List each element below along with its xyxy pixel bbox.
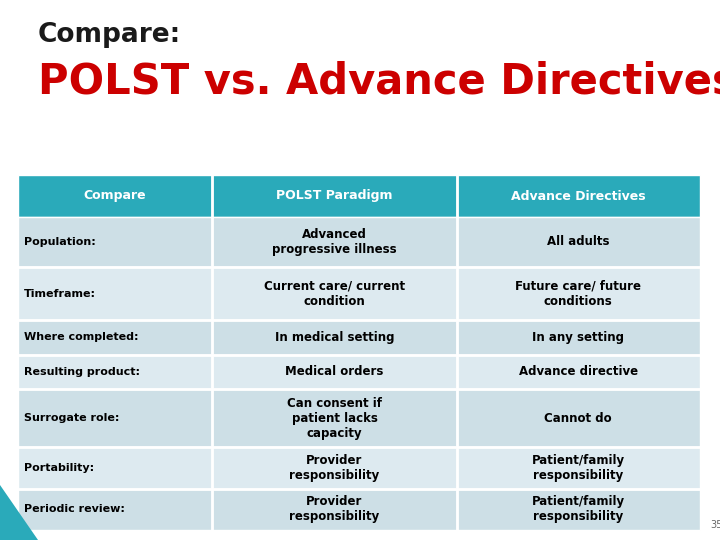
Text: Provider
responsibility: Provider responsibility [289, 495, 379, 523]
Bar [18, 355, 212, 389]
Text: Timeframe:: Timeframe: [24, 288, 96, 299]
Bar [456, 489, 700, 530]
Text: 35: 35 [710, 520, 720, 530]
Text: Future care/ future
conditions: Future care/ future conditions [516, 280, 642, 308]
Bar [212, 175, 456, 217]
Bar [18, 217, 212, 267]
Text: Advance Directives: Advance Directives [511, 190, 646, 202]
Text: Patient/family
responsibility: Patient/family responsibility [531, 495, 625, 523]
Text: In any setting: In any setting [532, 331, 624, 344]
Text: POLST vs. Advance Directives: POLST vs. Advance Directives [38, 60, 720, 102]
Bar [212, 448, 456, 489]
Bar [212, 267, 456, 320]
Bar [18, 320, 212, 355]
Bar [18, 175, 212, 217]
Text: Compare:: Compare: [38, 22, 181, 48]
Text: Cannot do: Cannot do [544, 411, 612, 425]
Bar [456, 448, 700, 489]
Bar [212, 389, 456, 448]
Text: Population:: Population: [24, 237, 96, 247]
Bar [456, 389, 700, 448]
Text: Surrogate role:: Surrogate role: [24, 413, 120, 423]
Text: Medical orders: Medical orders [285, 365, 384, 379]
Bar [456, 355, 700, 389]
Text: All adults: All adults [547, 235, 610, 248]
Text: Periodic review:: Periodic review: [24, 504, 125, 515]
Bar [18, 489, 212, 530]
Text: Patient/family
responsibility: Patient/family responsibility [531, 454, 625, 482]
Bar [212, 320, 456, 355]
Text: Can consent if
patient lacks
capacity: Can consent if patient lacks capacity [287, 397, 382, 440]
Text: Compare: Compare [84, 190, 146, 202]
Bar [18, 448, 212, 489]
Text: Portability:: Portability: [24, 463, 94, 473]
Polygon shape [0, 485, 38, 540]
Text: Advance directive: Advance directive [518, 365, 638, 379]
Bar [212, 217, 456, 267]
Bar [18, 267, 212, 320]
Text: Provider
responsibility: Provider responsibility [289, 454, 379, 482]
Bar [212, 355, 456, 389]
Text: In medical setting: In medical setting [275, 331, 394, 344]
Bar [456, 320, 700, 355]
Text: Where completed:: Where completed: [24, 333, 138, 342]
Text: Current care/ current
condition: Current care/ current condition [264, 280, 405, 308]
Text: Advanced
progressive illness: Advanced progressive illness [272, 228, 397, 256]
Bar [456, 175, 700, 217]
Text: POLST Paradigm: POLST Paradigm [276, 190, 392, 202]
Bar [212, 489, 456, 530]
Bar [456, 217, 700, 267]
Bar [18, 389, 212, 448]
Bar [456, 267, 700, 320]
Text: Resulting product:: Resulting product: [24, 367, 140, 377]
